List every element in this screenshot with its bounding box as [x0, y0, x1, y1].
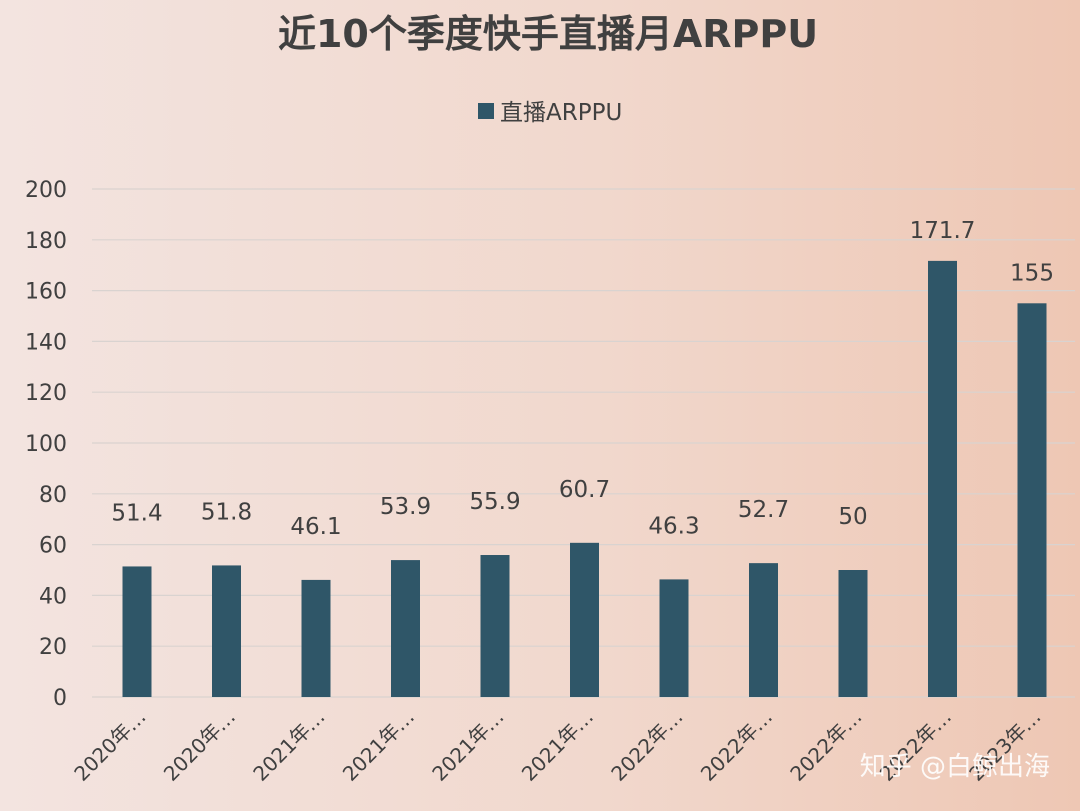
y-tick-label: 120 — [25, 381, 67, 406]
bars — [122, 260, 1047, 697]
data-label: 51.4 — [111, 500, 162, 526]
x-tick-label: 2022年… — [606, 705, 687, 786]
data-label: 46.3 — [648, 513, 699, 539]
x-tick-label: 2021年… — [338, 705, 419, 786]
watermark: 知乎 @白鲸出海 — [860, 752, 1050, 782]
legend-swatch — [478, 103, 494, 119]
data-label: 171.7 — [910, 218, 976, 244]
x-tick-label: 2020年… — [159, 705, 240, 786]
x-tick-label: 2021年… — [517, 705, 598, 786]
bar — [659, 579, 689, 697]
data-label: 52.7 — [738, 497, 789, 523]
x-tick-label: 2020年… — [69, 705, 150, 786]
legend-label: 直播ARPPU — [500, 100, 622, 126]
x-tick-label: 2021年… — [248, 705, 329, 786]
y-tick-label: 80 — [39, 483, 67, 508]
bar — [928, 260, 957, 697]
y-tick-label: 20 — [39, 635, 67, 660]
y-tick-label: 60 — [39, 534, 67, 559]
x-tick-label: 2022年… — [785, 705, 866, 786]
x-tick-label: 2021年… — [427, 705, 508, 786]
data-labels: 51.4 51.8 46.1 53.9 55.9 60.7 46.3 52.7 50 171.7 1… — [111, 218, 1054, 540]
bar — [391, 560, 420, 697]
bar — [212, 565, 241, 697]
y-axis: 0 20 40 60 80 100 120 140 160 180 200 — [25, 178, 67, 711]
bar — [570, 542, 599, 697]
data-label: 46.1 — [290, 514, 341, 540]
bar — [122, 566, 152, 697]
y-tick-label: 140 — [25, 330, 67, 355]
data-label: 155 — [1010, 260, 1054, 286]
y-tick-label: 180 — [25, 229, 67, 254]
bar — [1017, 303, 1047, 697]
bar — [838, 570, 868, 697]
y-tick-label: 40 — [39, 584, 67, 609]
data-label: 53.9 — [380, 494, 431, 520]
data-label: 50 — [838, 504, 867, 530]
bar — [480, 555, 510, 697]
x-tick-label: 2022年… — [696, 705, 777, 786]
y-tick-label: 200 — [25, 178, 67, 203]
bar — [749, 563, 778, 697]
data-label: 51.8 — [201, 499, 252, 525]
chart-title: 近10个季度快手直播月ARPPU — [278, 12, 818, 56]
gridlines — [92, 188, 1075, 698]
y-tick-label: 0 — [53, 686, 67, 711]
legend: 直播ARPPU — [478, 100, 622, 126]
bar — [301, 579, 331, 697]
data-label: 60.7 — [559, 477, 610, 503]
y-tick-label: 160 — [25, 280, 67, 305]
data-label: 55.9 — [469, 489, 520, 515]
y-tick-label: 100 — [25, 432, 67, 457]
